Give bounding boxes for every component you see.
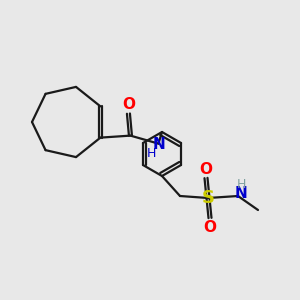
Text: O: O [203,220,217,235]
Text: N: N [153,137,166,152]
Text: H: H [147,147,156,160]
Text: O: O [200,161,212,176]
Text: O: O [122,97,135,112]
Text: H: H [236,178,246,190]
Text: S: S [202,189,214,207]
Text: N: N [235,187,248,202]
